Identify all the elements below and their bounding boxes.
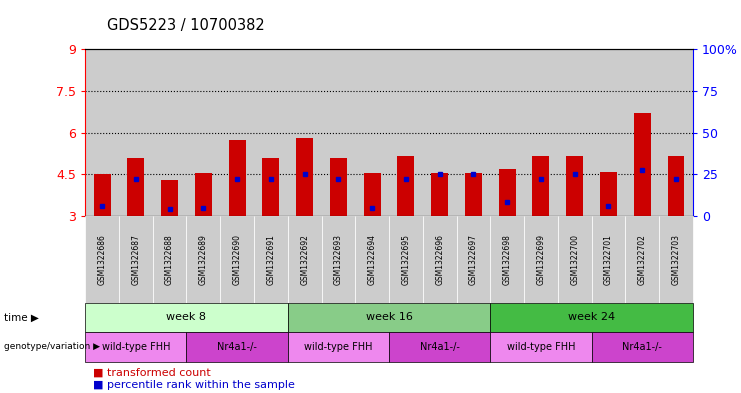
- Bar: [85, 49, 119, 216]
- Text: GSM1322699: GSM1322699: [536, 234, 545, 285]
- Bar: [127, 158, 144, 216]
- Bar: [262, 158, 279, 216]
- Bar: [566, 156, 583, 216]
- Text: genotype/variation ▶: genotype/variation ▶: [4, 342, 100, 351]
- Text: GSM1322702: GSM1322702: [638, 234, 647, 285]
- Bar: [533, 156, 549, 216]
- Text: time ▶: time ▶: [4, 312, 39, 322]
- Bar: [600, 172, 617, 216]
- Text: week 8: week 8: [167, 312, 207, 322]
- Bar: [161, 180, 178, 216]
- Text: GSM1322703: GSM1322703: [671, 234, 680, 285]
- Bar: [431, 173, 448, 216]
- Bar: [220, 49, 254, 216]
- Bar: [355, 49, 389, 216]
- Bar: [465, 173, 482, 216]
- Text: GSM1322701: GSM1322701: [604, 234, 613, 285]
- Text: wild-type FHH: wild-type FHH: [507, 342, 575, 352]
- Text: GSM1322696: GSM1322696: [435, 234, 444, 285]
- Bar: [659, 49, 693, 216]
- Text: GSM1322698: GSM1322698: [502, 234, 512, 285]
- Bar: [119, 49, 153, 216]
- Bar: [625, 49, 659, 216]
- Text: wild-type FHH: wild-type FHH: [304, 342, 373, 352]
- Bar: [456, 49, 491, 216]
- Bar: [195, 173, 212, 216]
- Bar: [524, 49, 558, 216]
- Bar: [668, 156, 685, 216]
- Bar: [296, 138, 313, 216]
- Bar: [322, 49, 355, 216]
- Bar: [229, 140, 245, 216]
- Text: GSM1322687: GSM1322687: [131, 234, 140, 285]
- Text: GSM1322690: GSM1322690: [233, 234, 242, 285]
- Text: GSM1322700: GSM1322700: [570, 234, 579, 285]
- Text: Nr4a1-/-: Nr4a1-/-: [622, 342, 662, 352]
- Text: ■ transformed count: ■ transformed count: [93, 367, 210, 378]
- Bar: [499, 169, 516, 216]
- Text: Nr4a1-/-: Nr4a1-/-: [217, 342, 257, 352]
- Bar: [558, 49, 591, 216]
- Bar: [330, 158, 347, 216]
- Bar: [397, 156, 414, 216]
- Bar: [153, 49, 187, 216]
- Bar: [288, 49, 322, 216]
- Bar: [187, 49, 220, 216]
- Text: GSM1322697: GSM1322697: [469, 234, 478, 285]
- Bar: [389, 49, 423, 216]
- Text: GSM1322688: GSM1322688: [165, 234, 174, 285]
- Bar: [93, 174, 110, 216]
- Text: ■ percentile rank within the sample: ■ percentile rank within the sample: [93, 380, 294, 390]
- Text: GSM1322694: GSM1322694: [368, 234, 376, 285]
- Bar: [423, 49, 456, 216]
- Bar: [491, 49, 524, 216]
- Text: GSM1322691: GSM1322691: [266, 234, 276, 285]
- Text: week 24: week 24: [568, 312, 615, 322]
- Bar: [591, 49, 625, 216]
- Text: GDS5223 / 10700382: GDS5223 / 10700382: [107, 18, 265, 33]
- Text: Nr4a1-/-: Nr4a1-/-: [419, 342, 459, 352]
- Text: GSM1322689: GSM1322689: [199, 234, 208, 285]
- Bar: [634, 113, 651, 216]
- Text: GSM1322692: GSM1322692: [300, 234, 309, 285]
- Text: GSM1322695: GSM1322695: [402, 234, 411, 285]
- Text: week 16: week 16: [365, 312, 413, 322]
- Bar: [364, 173, 381, 216]
- Text: GSM1322693: GSM1322693: [334, 234, 343, 285]
- Bar: [254, 49, 288, 216]
- Text: wild-type FHH: wild-type FHH: [102, 342, 170, 352]
- Text: GSM1322686: GSM1322686: [98, 234, 107, 285]
